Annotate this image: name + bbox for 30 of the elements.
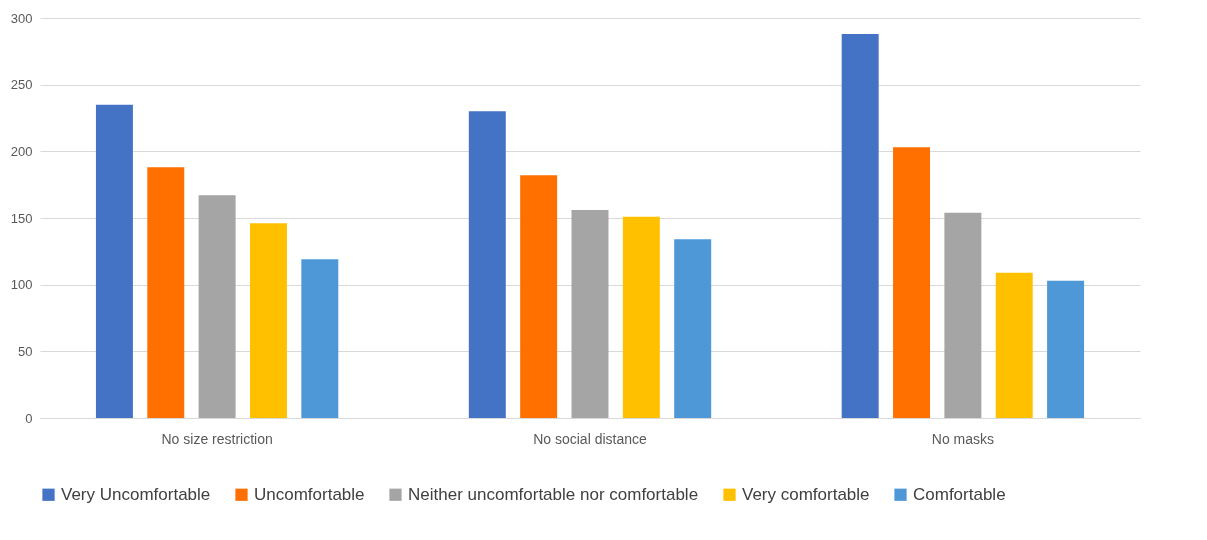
bar [622, 216, 660, 418]
bar [1047, 280, 1085, 418]
x-tick-label: No size restriction [161, 430, 273, 447]
bar [944, 212, 982, 418]
legend-label: Uncomfortable [254, 484, 365, 504]
bar [95, 104, 133, 418]
bar [520, 175, 558, 418]
bar [995, 272, 1033, 418]
bar [841, 34, 879, 418]
y-tick-label: 300 [10, 10, 33, 26]
bar [301, 259, 339, 418]
y-tick-label: 200 [10, 143, 33, 159]
legend-label: Very comfortable [742, 484, 870, 504]
bar [893, 147, 931, 418]
bar [249, 223, 287, 418]
bar [198, 195, 236, 418]
y-tick-label: 0 [25, 410, 33, 426]
bar [674, 239, 712, 418]
y-tick-label: 50 [18, 343, 33, 359]
x-tick-label: No social distance [533, 430, 648, 447]
legend-label: Comfortable [913, 484, 1006, 504]
y-tick-label: 100 [10, 277, 33, 293]
legend-label: Neither uncomfortable nor comfortable [408, 484, 699, 504]
bar [147, 167, 185, 418]
y-tick-label: 250 [10, 77, 33, 93]
y-tick-label: 150 [10, 210, 33, 226]
legend-label: Very Uncomfortable [61, 484, 211, 504]
bar [571, 210, 609, 418]
x-tick-label: No masks [931, 430, 994, 447]
bar [468, 111, 506, 418]
